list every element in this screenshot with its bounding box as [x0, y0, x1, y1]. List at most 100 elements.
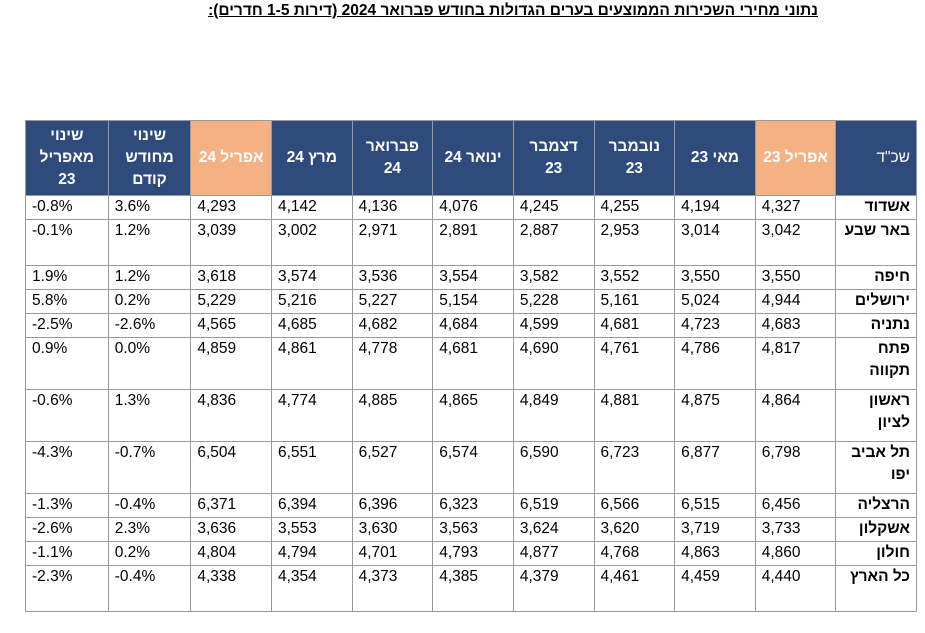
city-cell: תל אביב יפו: [835, 441, 917, 494]
header-may23: מאי 23: [674, 120, 756, 196]
value-cell: 3,630: [351, 517, 434, 542]
value-cell: 6,394: [271, 493, 353, 518]
change-prev-cell: 1.3%: [107, 389, 192, 442]
value-cell: 6,519: [512, 493, 595, 518]
value-cell: 4,885: [351, 389, 434, 442]
change-apr-cell: -2.5%: [25, 313, 109, 338]
change-apr-cell: -0.8%: [25, 195, 109, 220]
value-cell: 2,891: [432, 219, 514, 266]
change-prev-cell: -0.7%: [107, 441, 192, 494]
change-apr-cell: -2.6%: [25, 517, 109, 542]
value-cell: 4,440: [754, 565, 837, 612]
city-cell: חולון: [835, 541, 917, 566]
table-row: ירושלים 4,944 5,024 5,161 5,228 5,154 5,227 5,2…: [25, 289, 917, 314]
value-cell: 4,863: [674, 541, 756, 566]
value-cell: 4,459: [674, 565, 756, 612]
header-change-prev-month: שינוי מחודש קודם: [107, 120, 192, 196]
value-cell: 3,582: [512, 265, 595, 290]
city-cell: הרצליה: [835, 493, 917, 518]
value-cell: 4,684: [432, 313, 514, 338]
city-cell: באר שבע: [835, 219, 917, 266]
value-cell: 4,881: [593, 389, 676, 442]
value-cell: 3,550: [754, 265, 837, 290]
value-cell: 4,804: [190, 541, 272, 566]
value-cell: 4,245: [512, 195, 595, 220]
value-cell: 3,624: [512, 517, 595, 542]
table-row: באר שבע 3,042 3,014 2,953 2,887 2,891 2,971 3,0…: [25, 219, 917, 266]
header-change-from-apr23: שינוי מאפריל 23: [25, 120, 109, 196]
value-cell: 4,793: [432, 541, 514, 566]
city-cell: כל הארץ: [835, 565, 917, 612]
value-cell: 3,536: [351, 265, 434, 290]
change-prev-cell: 0.2%: [107, 541, 192, 566]
value-cell: 4,877: [512, 541, 595, 566]
value-cell: 5,229: [190, 289, 272, 314]
table-row: תל אביב יפו 6,798 6,877 6,723 6,590 6,574 6,52…: [25, 441, 917, 494]
header-feb24: פברואר 24: [351, 120, 434, 196]
value-cell: 4,786: [674, 337, 756, 390]
value-cell: 2,953: [593, 219, 676, 266]
value-cell: 6,551: [271, 441, 353, 494]
value-cell: 3,563: [432, 517, 514, 542]
value-cell: 4,701: [351, 541, 434, 566]
change-apr-cell: -0.6%: [25, 389, 109, 442]
value-cell: 3,553: [271, 517, 353, 542]
value-cell: 4,690: [512, 337, 595, 390]
header-row: שכ"ד אפריל 23 מאי 23 נובמבר 23 דצמבר 23 …: [25, 120, 917, 196]
value-cell: 4,681: [432, 337, 514, 390]
value-cell: 4,861: [271, 337, 353, 390]
table-row: חיפה 3,550 3,550 3,552 3,582 3,554 3,536 3,574 3…: [25, 265, 917, 290]
change-prev-cell: 0.2%: [107, 289, 192, 314]
table-row: ראשון לציון 4,864 4,875 4,881 4,849 4,865 4,88…: [25, 389, 917, 442]
city-cell: אשקלון: [835, 517, 917, 542]
value-cell: 6,396: [351, 493, 434, 518]
value-cell: 4,354: [271, 565, 353, 612]
value-cell: 3,554: [432, 265, 514, 290]
table-row: הרצליה 6,456 6,515 6,566 6,519 6,323 6,396 6,39…: [25, 493, 917, 518]
value-cell: 4,875: [674, 389, 756, 442]
value-cell: 5,228: [512, 289, 595, 314]
value-cell: 3,039: [190, 219, 272, 266]
value-cell: 4,682: [351, 313, 434, 338]
value-cell: 4,293: [190, 195, 272, 220]
value-cell: 4,944: [754, 289, 837, 314]
table-row: כל הארץ 4,440 4,459 4,461 4,379 4,385 4,373 4,3…: [25, 565, 917, 612]
change-apr-cell: 1.9%: [25, 265, 109, 290]
value-cell: 6,515: [674, 493, 756, 518]
value-cell: 6,877: [674, 441, 756, 494]
change-prev-cell: 1.2%: [107, 265, 192, 290]
value-cell: 4,373: [351, 565, 434, 612]
value-cell: 5,024: [674, 289, 756, 314]
value-cell: 4,849: [512, 389, 595, 442]
value-cell: 6,590: [512, 441, 595, 494]
value-cell: 6,574: [432, 441, 514, 494]
value-cell: 6,371: [190, 493, 272, 518]
value-cell: 4,864: [754, 389, 837, 442]
value-cell: 4,379: [512, 565, 595, 612]
header-jan24: ינואר 24: [432, 120, 514, 196]
value-cell: 2,887: [512, 219, 595, 266]
value-cell: 3,002: [271, 219, 353, 266]
value-cell: 3,014: [674, 219, 756, 266]
value-cell: 4,794: [271, 541, 353, 566]
city-cell: ירושלים: [835, 289, 917, 314]
value-cell: 4,136: [351, 195, 434, 220]
value-cell: 4,685: [271, 313, 353, 338]
value-cell: 4,255: [593, 195, 676, 220]
value-cell: 4,817: [754, 337, 837, 390]
value-cell: 4,761: [593, 337, 676, 390]
header-apr24: אפריל 24: [190, 120, 272, 196]
value-cell: 2,971: [351, 219, 434, 266]
change-apr-cell: -2.3%: [25, 565, 109, 612]
value-cell: 4,142: [271, 195, 353, 220]
page-title: נתוני מחירי השכירות הממוצעים בערים הגדול…: [208, 2, 818, 19]
city-cell: פתח תקווה: [835, 337, 917, 390]
value-cell: 4,768: [593, 541, 676, 566]
value-cell: 4,865: [432, 389, 514, 442]
header-dec23: דצמבר 23: [512, 120, 595, 196]
city-cell: חיפה: [835, 265, 917, 290]
value-cell: 5,161: [593, 289, 676, 314]
header-nov23: נובמבר 23: [593, 120, 676, 196]
change-prev-cell: -0.4%: [107, 493, 192, 518]
value-cell: 4,723: [674, 313, 756, 338]
